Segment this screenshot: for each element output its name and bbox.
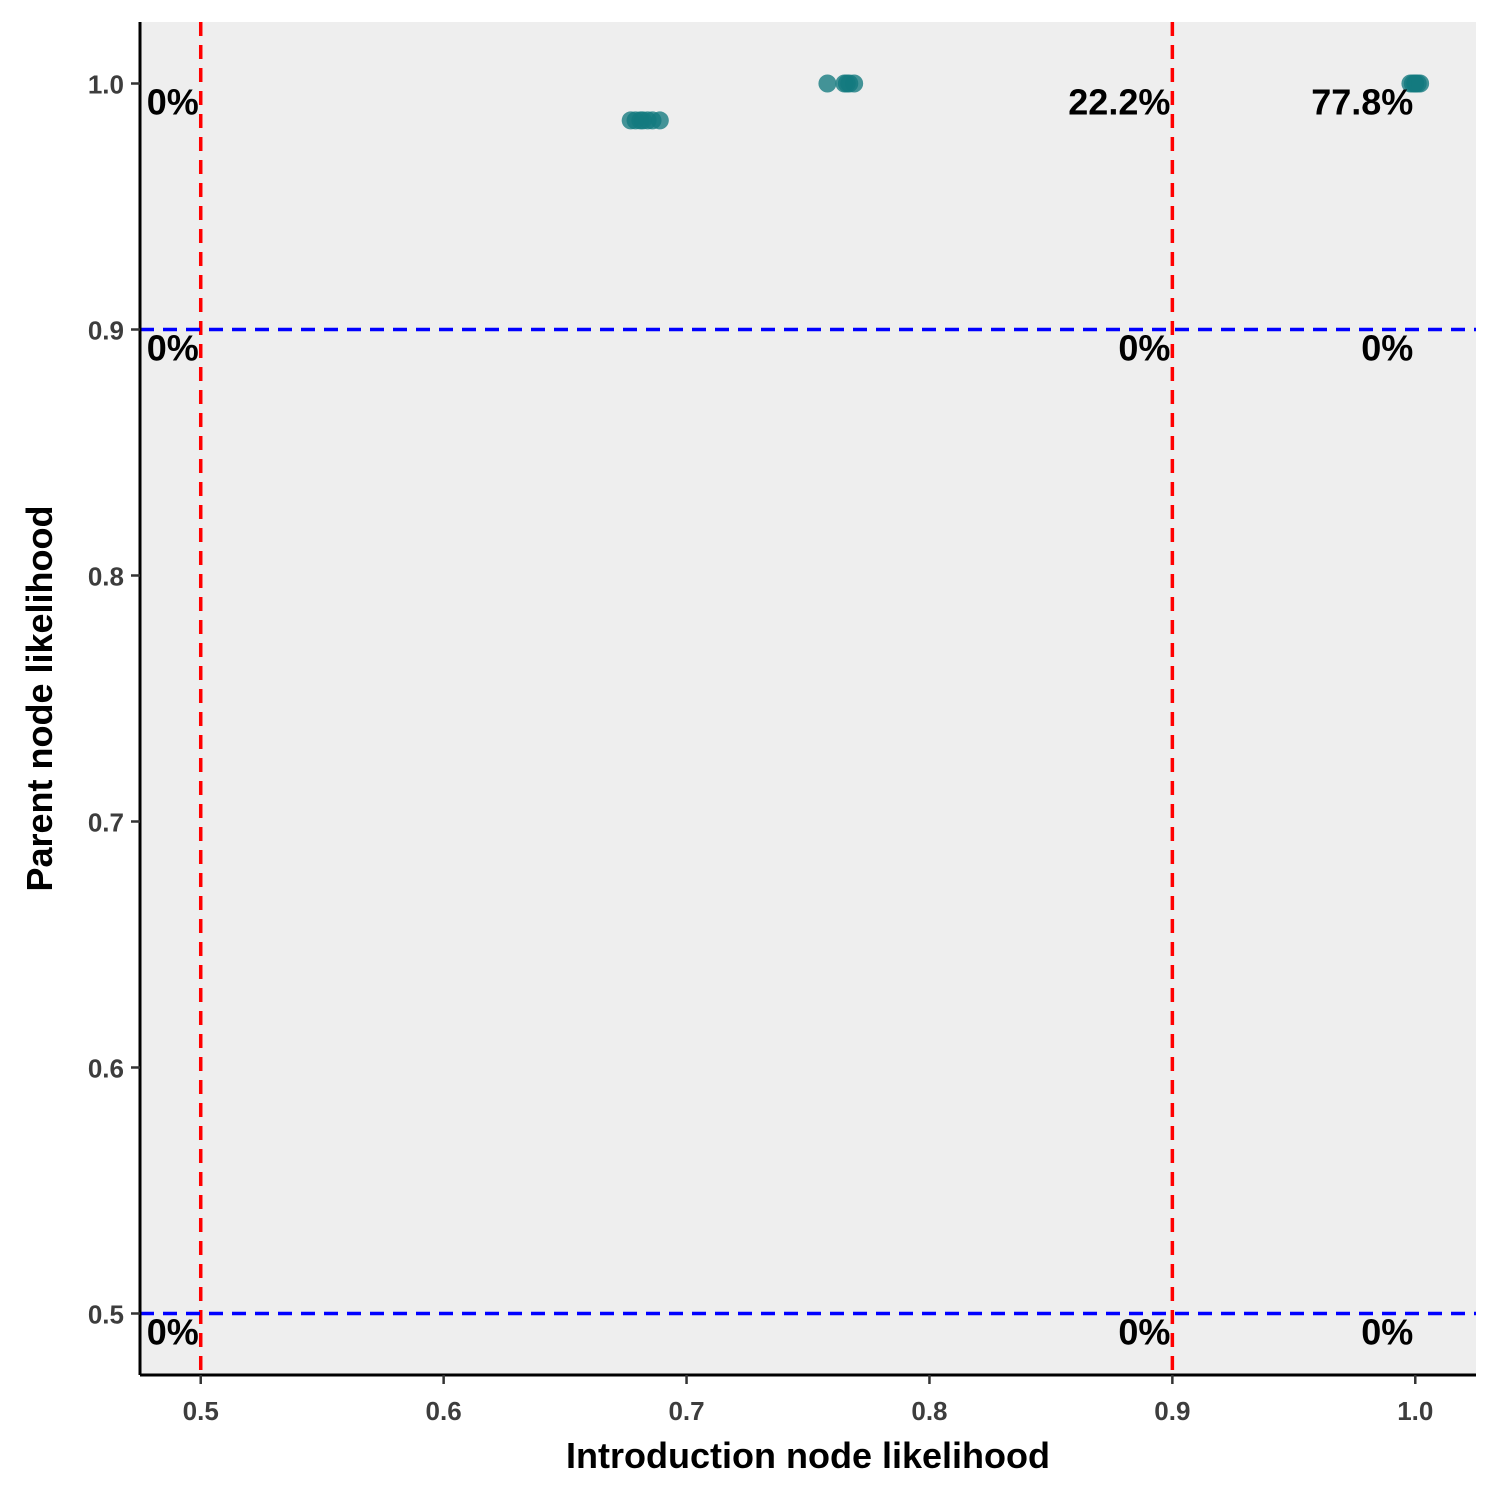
x-tick-label: 0.7 <box>668 1396 704 1426</box>
horizontal-threshold-lines <box>140 327 1476 1316</box>
data-point <box>650 111 669 130</box>
percentage-label: 0% <box>1361 328 1413 369</box>
percentage-label: 0% <box>1118 328 1170 369</box>
x-axis-title: Introduction node likelihood <box>566 1435 1050 1476</box>
x-tick-label: 0.6 <box>426 1396 462 1426</box>
y-tick-label: 0.5 <box>88 1300 124 1330</box>
y-axis-ticks: 0.5 0.6 0.7 0.8 0.9 1.0 <box>88 70 140 1330</box>
percentage-annotations: 0% 22.2% 77.8% 0% 0% 0% 0% 0% 0% <box>147 82 1414 1353</box>
y-tick-label: 0.8 <box>88 562 124 592</box>
y-tick-label: 1.0 <box>88 70 124 100</box>
percentage-label: 0% <box>1361 1312 1413 1353</box>
y-tick-label: 0.9 <box>88 316 124 346</box>
x-tick-label: 0.5 <box>183 1396 219 1426</box>
y-axis-title: Parent node likelihood <box>19 505 60 891</box>
percentage-label: 0% <box>147 1312 199 1353</box>
x-tick-label: 0.9 <box>1154 1396 1190 1426</box>
x-axis-ticks: 0.5 0.6 0.7 0.8 0.9 1.0 <box>183 1375 1433 1426</box>
x-tick-label: 0.8 <box>911 1396 947 1426</box>
percentage-label: 0% <box>147 82 199 123</box>
data-point <box>845 74 864 93</box>
data-point <box>1411 74 1430 93</box>
data-point <box>818 74 837 93</box>
percentage-label: 0% <box>147 328 199 369</box>
y-tick-label: 0.6 <box>88 1054 124 1084</box>
percentage-label: 0% <box>1118 1312 1170 1353</box>
plot-panel <box>140 22 1476 1375</box>
percentage-label: 77.8% <box>1311 82 1413 123</box>
x-tick-label: 1.0 <box>1397 1396 1433 1426</box>
vertical-threshold-lines <box>198 22 1175 1375</box>
data-points <box>621 74 1430 130</box>
y-tick-label: 0.7 <box>88 808 124 838</box>
percentage-label: 22.2% <box>1068 82 1170 123</box>
